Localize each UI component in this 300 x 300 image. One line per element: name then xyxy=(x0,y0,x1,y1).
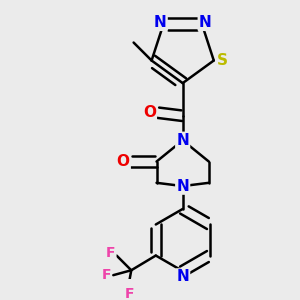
Text: F: F xyxy=(125,287,134,300)
Text: N: N xyxy=(176,178,189,194)
Text: F: F xyxy=(106,246,116,260)
Text: O: O xyxy=(143,105,156,120)
Text: N: N xyxy=(176,133,189,148)
Text: F: F xyxy=(101,268,111,282)
Text: S: S xyxy=(217,53,227,68)
Text: O: O xyxy=(117,154,130,169)
Text: N: N xyxy=(176,269,189,284)
Text: N: N xyxy=(154,15,167,30)
Text: N: N xyxy=(199,15,211,30)
